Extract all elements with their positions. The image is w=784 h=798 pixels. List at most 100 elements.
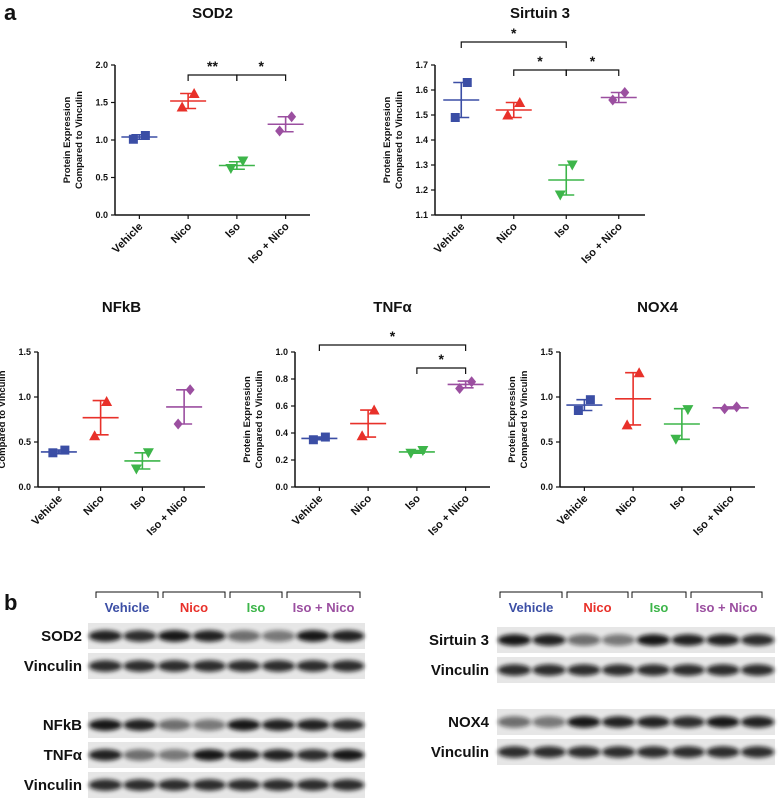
data-point bbox=[130, 464, 142, 475]
y-tick-label: 1.0 bbox=[540, 392, 553, 402]
blot-band bbox=[296, 630, 330, 642]
data-point bbox=[633, 367, 645, 378]
y-tick-label: 0.0 bbox=[275, 482, 288, 492]
blot-band bbox=[261, 630, 296, 642]
data-point bbox=[128, 134, 138, 144]
data-point bbox=[237, 156, 249, 167]
data-point bbox=[670, 434, 682, 445]
blot-band bbox=[532, 746, 566, 758]
data-point bbox=[514, 97, 526, 107]
data-point bbox=[101, 396, 113, 406]
blot-row-label: Vinculin bbox=[431, 744, 489, 761]
data-point bbox=[455, 382, 465, 394]
blot-row-label: NFkB bbox=[43, 717, 82, 734]
x-tick-label: Nico bbox=[169, 220, 195, 246]
blot-band bbox=[88, 660, 122, 672]
blot-band bbox=[296, 660, 330, 672]
group-label: Nico bbox=[583, 600, 611, 615]
data-point bbox=[173, 418, 183, 430]
data-point bbox=[48, 448, 58, 458]
blot-band bbox=[227, 779, 261, 791]
blot-band bbox=[636, 664, 671, 676]
data-point bbox=[188, 88, 200, 98]
group-label: Iso + Nico bbox=[696, 600, 758, 615]
x-tick-label: Iso + Nico bbox=[145, 492, 191, 538]
data-point bbox=[142, 448, 154, 459]
blot-row-label: Vinculin bbox=[431, 662, 489, 679]
x-tick-label: Iso bbox=[668, 492, 688, 512]
data-point bbox=[462, 78, 472, 87]
significance-label: * bbox=[537, 53, 543, 69]
blot-band bbox=[157, 749, 192, 761]
y-tick-label: 1.5 bbox=[95, 98, 108, 108]
significance-bracket bbox=[513, 69, 567, 76]
data-point bbox=[140, 131, 150, 140]
data-point bbox=[732, 401, 742, 413]
blot-band bbox=[636, 746, 671, 758]
blot-band bbox=[671, 716, 705, 728]
blot-band bbox=[192, 719, 226, 731]
significance-label: * bbox=[590, 53, 596, 69]
group-bracket bbox=[162, 591, 226, 598]
blot-band bbox=[636, 634, 671, 646]
blot-band bbox=[123, 630, 157, 642]
blot-band bbox=[497, 634, 532, 646]
data-point bbox=[287, 111, 297, 123]
y-tick-label: 1.0 bbox=[95, 135, 108, 145]
y-tick-label: 0.2 bbox=[275, 455, 288, 465]
significance-label: * bbox=[390, 328, 396, 344]
group-bracket bbox=[631, 591, 687, 598]
x-tick-label: Vehicle bbox=[30, 493, 65, 528]
panel-label: b bbox=[4, 590, 17, 615]
panel-label: a bbox=[4, 0, 17, 25]
blot-band bbox=[601, 746, 636, 758]
group-bracket bbox=[690, 591, 763, 598]
y-tick-label: 0.4 bbox=[275, 428, 288, 438]
y-axis-label: Compared to Vinculin bbox=[0, 370, 8, 468]
significance-label: * bbox=[259, 58, 265, 74]
blot-band bbox=[740, 746, 775, 758]
blot-band bbox=[567, 716, 601, 728]
x-tick-label: Iso + Nico bbox=[246, 220, 292, 266]
blot-band bbox=[123, 749, 157, 761]
blot-band bbox=[601, 716, 636, 728]
y-axis-label: Protein Expression bbox=[242, 376, 253, 463]
blot-band bbox=[740, 664, 775, 676]
blot-band bbox=[706, 634, 740, 646]
data-point bbox=[720, 403, 730, 415]
significance-bracket bbox=[318, 344, 467, 351]
blot-band bbox=[671, 664, 705, 676]
blot-band bbox=[261, 749, 296, 761]
y-tick-label: 1.4 bbox=[415, 135, 428, 145]
blot-row-label: Vinculin bbox=[24, 777, 82, 794]
blot-band bbox=[296, 779, 330, 791]
y-tick-label: 1.5 bbox=[415, 110, 428, 120]
blot-band bbox=[157, 660, 192, 672]
y-tick-label: 1.2 bbox=[415, 185, 428, 195]
x-tick-label: Iso bbox=[553, 220, 573, 240]
blot-band bbox=[532, 716, 566, 728]
blot-band bbox=[123, 779, 157, 791]
y-tick-label: 0.0 bbox=[18, 482, 31, 492]
blot-band bbox=[88, 719, 122, 731]
blot-band bbox=[192, 660, 226, 672]
data-point bbox=[356, 430, 368, 441]
blot-band bbox=[636, 716, 671, 728]
data-point bbox=[405, 448, 417, 459]
chart-title: SOD2 bbox=[192, 5, 233, 22]
y-tick-label: 1.6 bbox=[415, 85, 428, 95]
blot-band bbox=[567, 634, 601, 646]
y-tick-label: 2.0 bbox=[95, 60, 108, 70]
y-axis-label: Compared to Vinculin bbox=[519, 370, 530, 468]
blot-band bbox=[497, 716, 532, 728]
blot-band bbox=[331, 749, 365, 761]
x-tick-label: Vehicle bbox=[290, 493, 325, 528]
blot-band bbox=[157, 719, 192, 731]
blot-row-label: TNFα bbox=[44, 747, 83, 764]
data-point bbox=[467, 376, 477, 388]
group-bracket bbox=[95, 591, 159, 598]
blot-band bbox=[671, 634, 705, 646]
significance-bracket bbox=[565, 69, 620, 76]
blot-band bbox=[123, 660, 157, 672]
